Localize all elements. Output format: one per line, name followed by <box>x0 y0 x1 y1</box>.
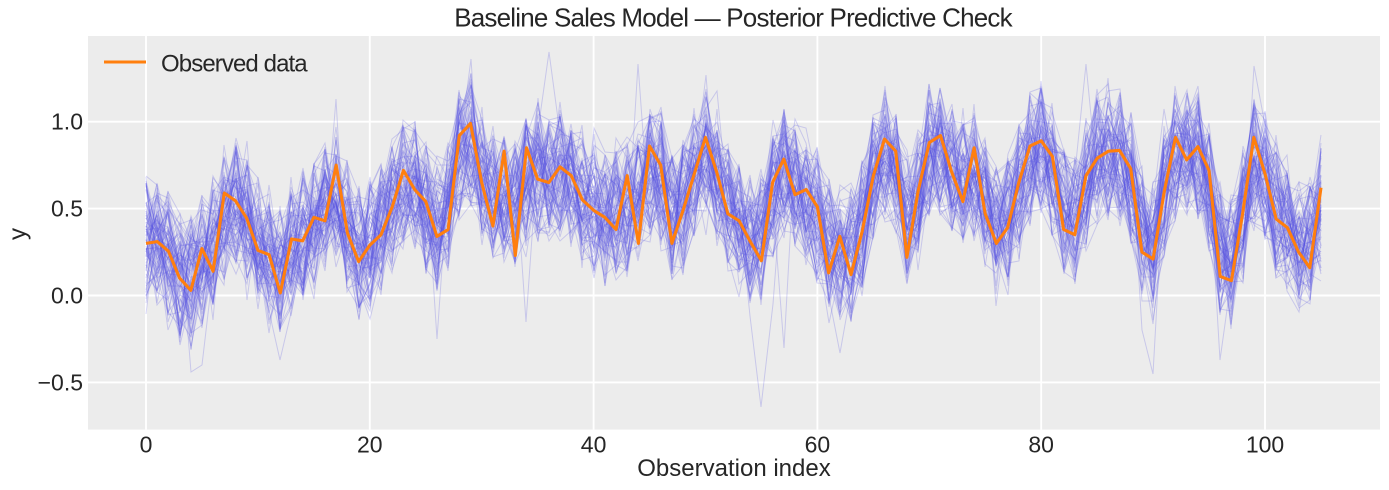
svg-text:y: y <box>5 228 32 240</box>
svg-text:Observation index: Observation index <box>637 455 830 482</box>
svg-text:40: 40 <box>581 432 607 458</box>
svg-text:Observed data: Observed data <box>161 51 308 78</box>
svg-text:0: 0 <box>140 432 153 458</box>
svg-text:100: 100 <box>1246 432 1284 458</box>
svg-text:0.0: 0.0 <box>51 283 83 309</box>
svg-text:−0.5: −0.5 <box>38 369 83 395</box>
svg-text:60: 60 <box>805 432 831 458</box>
svg-text:0.5: 0.5 <box>51 196 83 222</box>
svg-text:80: 80 <box>1028 432 1054 458</box>
svg-text:Baseline Sales Model — Posteri: Baseline Sales Model — Posterior Predict… <box>454 3 1013 33</box>
svg-text:1.0: 1.0 <box>51 109 83 135</box>
svg-text:20: 20 <box>357 432 383 458</box>
